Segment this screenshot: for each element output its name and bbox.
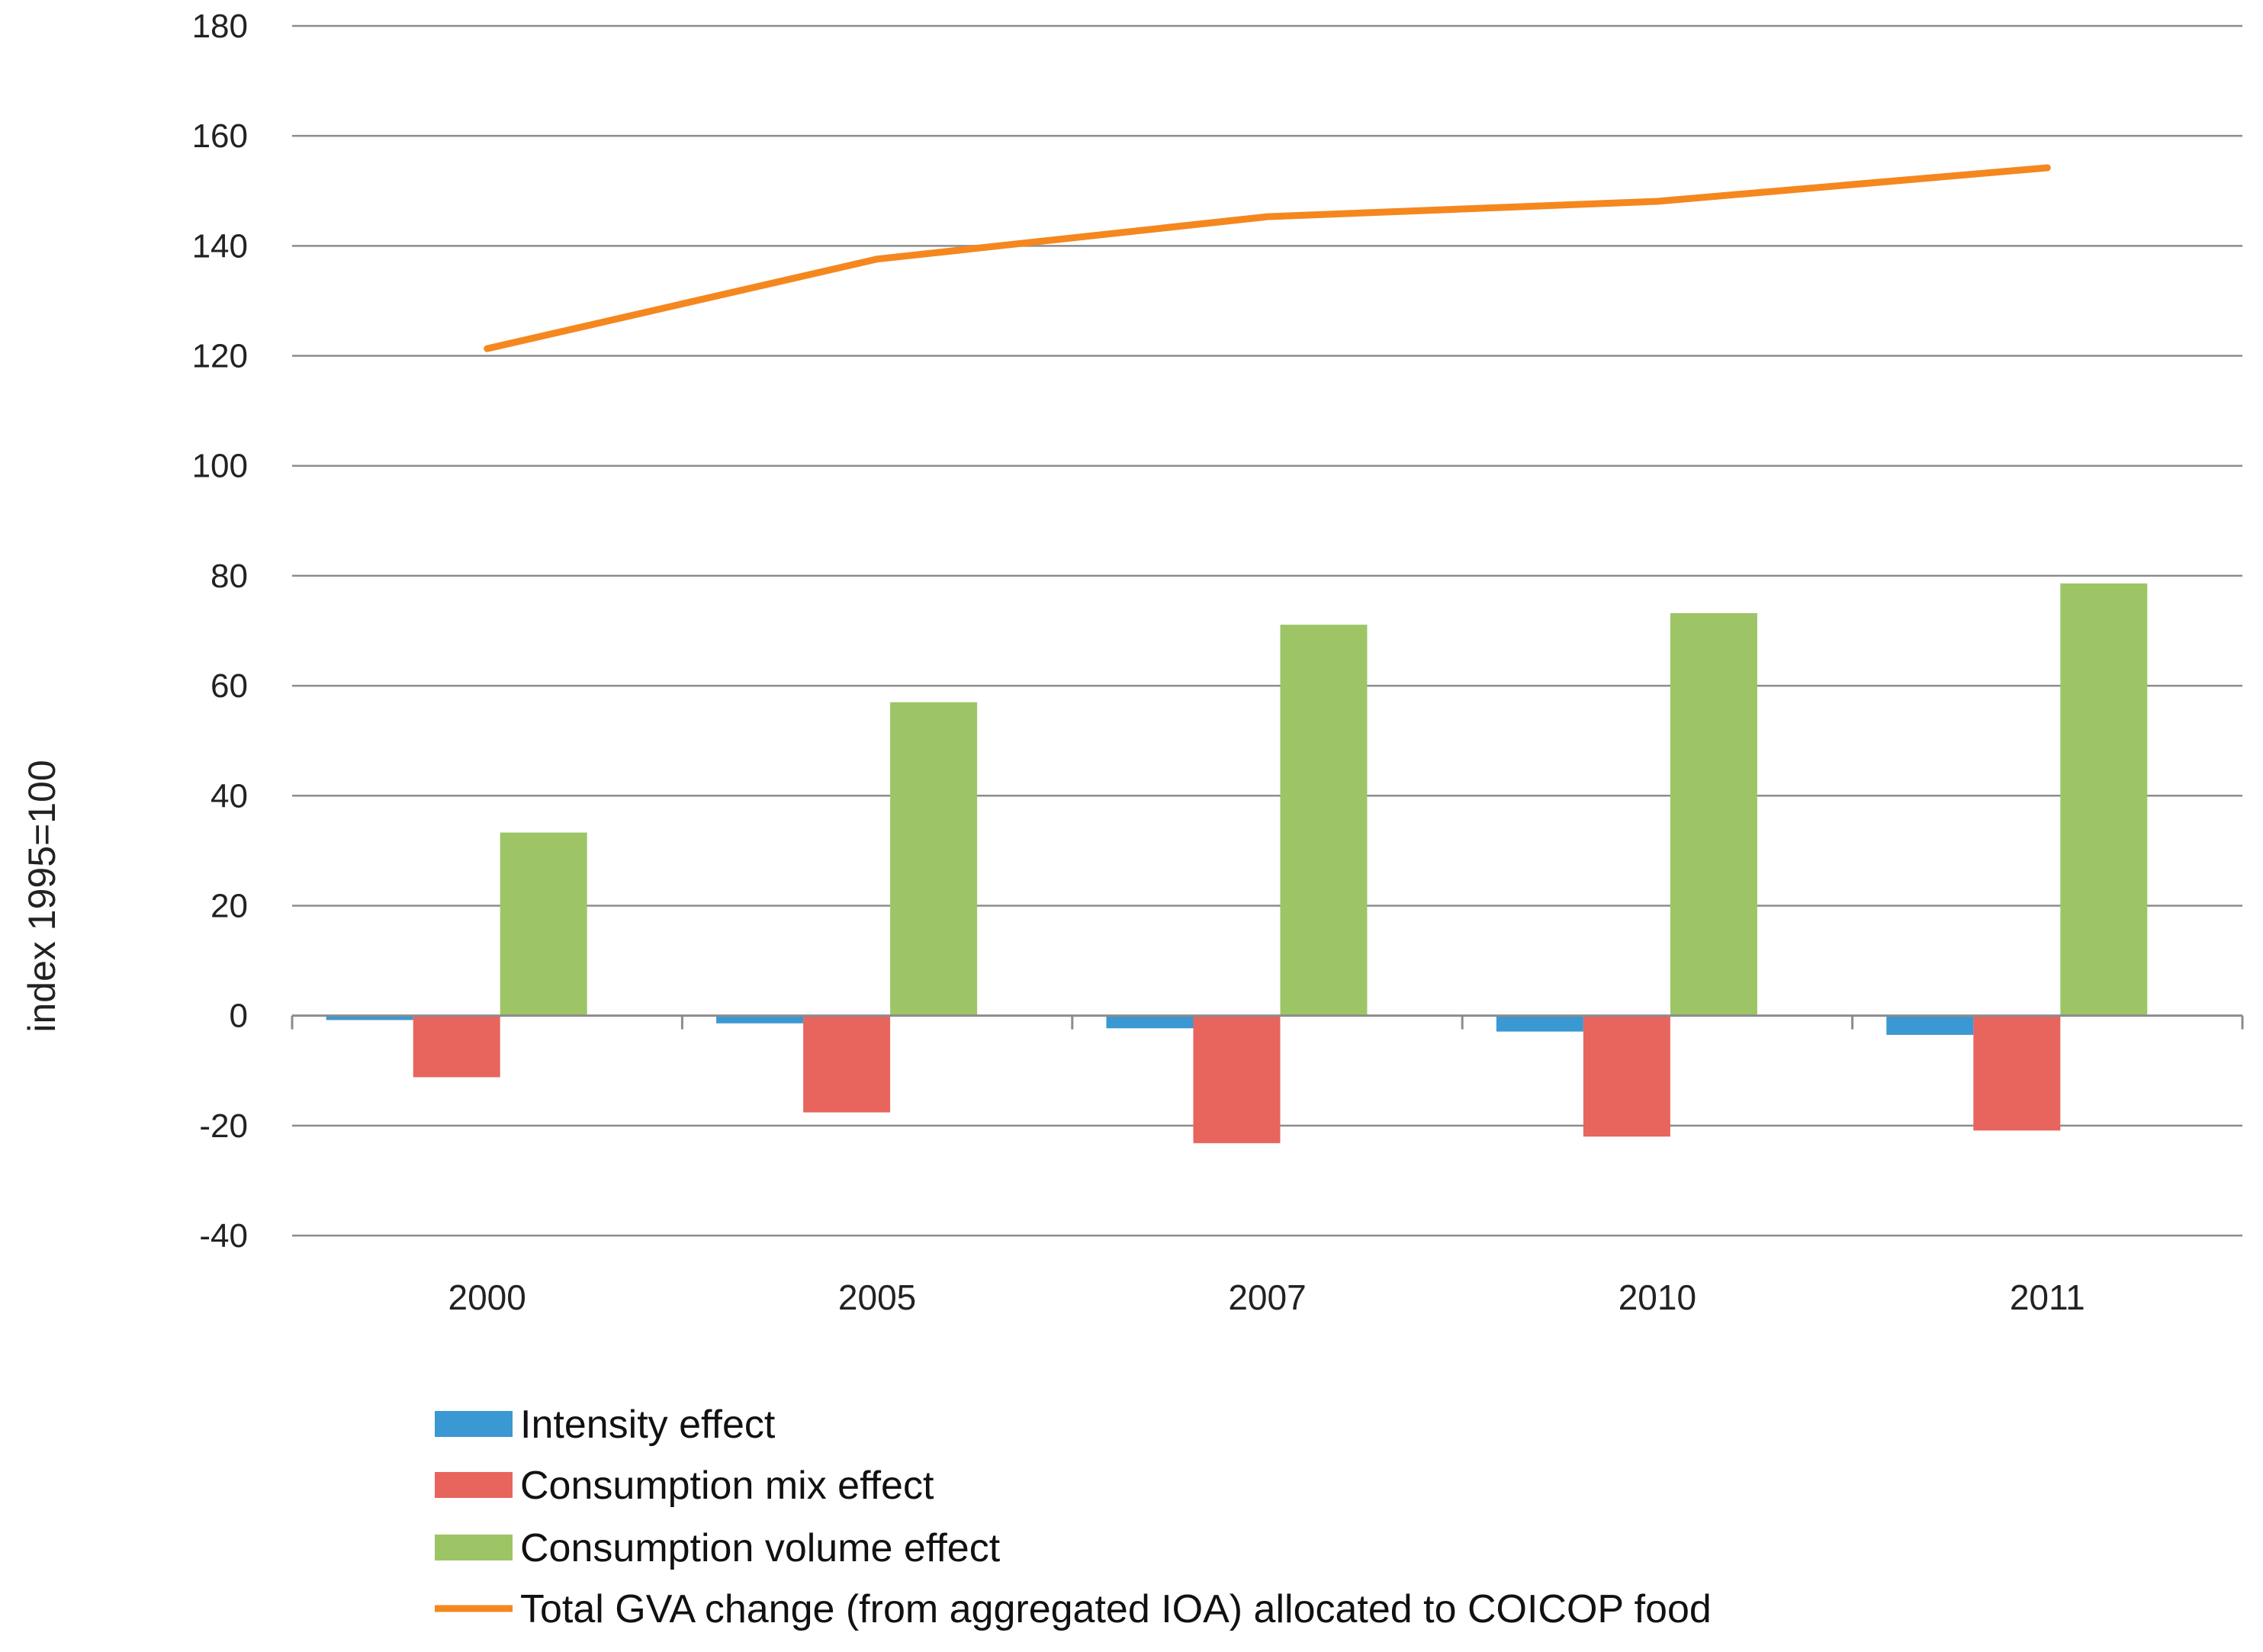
y-tick-label-120: 120 [192,338,248,375]
y-tick-label-20: 20 [211,887,248,924]
legend-label-consumption-mix-effect: Consumption mix effect [520,1464,934,1508]
x-tick-label-2000: 2000 [448,1278,526,1317]
bar-intensity-effect-2007 [1106,1015,1194,1029]
y-tick-label-180: 180 [192,8,248,45]
bar-consumption-volume-effect-2005 [890,702,978,1016]
y-tick-label--40: -40 [199,1217,248,1255]
bar-intensity-effect-2011 [1886,1015,1974,1035]
bar-consumption-mix-effect-2011 [1973,1015,2061,1131]
bar-consumption-volume-effect-2010 [1670,612,1757,1016]
y-tick-label--20: -20 [199,1107,248,1145]
bar-consumption-mix-effect-2000 [413,1015,500,1078]
legend: Intensity effect Consumption mix effect Co… [435,1403,1712,1631]
y-tick-label-160: 160 [192,117,248,155]
legend-swatch-consumption-mix-effect [435,1472,513,1498]
y-tick-label-140: 140 [192,227,248,265]
x-tick-label-2011: 2011 [2010,1278,2085,1317]
bar-consumption-mix-effect-2005 [803,1015,891,1113]
legend-swatch-consumption-volume-effect [435,1535,513,1560]
y-axis-label: index 1995=100 [21,760,63,1032]
bar-intensity-effect-2005 [716,1015,804,1024]
axis-layer [291,1014,2244,1030]
grid-layer [292,24,2242,1237]
x-tick-label-2010: 2010 [1618,1278,1696,1317]
line-layer [484,164,2051,352]
legend-label-intensity-effect: Intensity effect [520,1403,776,1447]
y-tick-label-0: 0 [230,998,248,1035]
legend-label-total-gva-change-from-aggregated-ioa-allocated-to-coicop-food: Total GVA change (from aggregated IOA) a… [520,1587,1712,1631]
y-tick-label-60: 60 [211,667,248,705]
bar-consumption-volume-effect-2011 [2060,583,2148,1016]
label-layer: 180 160 140 120 100 80 60 40 20 0 -20 -40 2000 2005 20… [192,8,2085,1317]
bar-consumption-volume-effect-2000 [500,832,587,1016]
y-tick-label-100: 100 [192,448,248,485]
bar-consumption-volume-effect-2007 [1280,625,1368,1016]
legend-swatch-intensity-effect [435,1411,513,1437]
y-tick-label-80: 80 [211,558,248,595]
bar-intensity-effect-2010 [1496,1015,1583,1032]
bar-consumption-mix-effect-2007 [1193,1015,1281,1143]
y-tick-label-40: 40 [211,777,248,815]
line-total-gva-change [484,164,2051,352]
x-tick-label-2007: 2007 [1228,1278,1306,1317]
x-tick-label-2005: 2005 [838,1278,916,1317]
bar-consumption-mix-effect-2010 [1583,1015,1670,1137]
legend-label-consumption-volume-effect: Consumption volume effect [520,1526,1001,1570]
bar-intensity-effect-2000 [326,1015,413,1020]
bar-layer [326,583,2148,1143]
